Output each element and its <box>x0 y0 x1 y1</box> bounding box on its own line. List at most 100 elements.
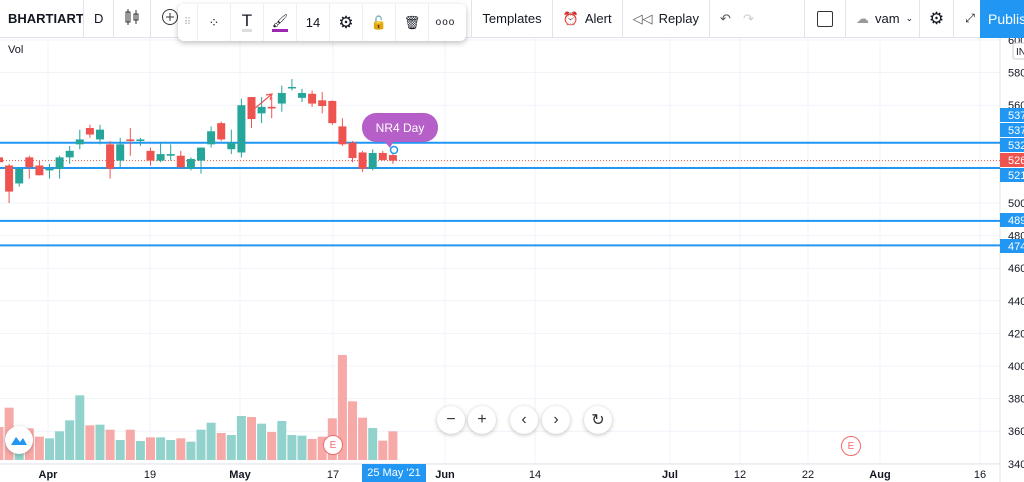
time-tick-label: 14 <box>529 469 541 481</box>
price-line-label-bg <box>1000 239 1024 253</box>
publish-button[interactable]: Publish <box>980 0 1024 38</box>
scroll-right-button[interactable]: › <box>542 406 570 434</box>
candle-body <box>55 157 64 169</box>
drag-handle-icon[interactable]: ⠿ <box>178 4 198 41</box>
scroll-left-button[interactable]: ‹ <box>510 406 538 434</box>
candle-body <box>217 123 226 140</box>
text-t-icon: T <box>241 11 253 32</box>
volume-bar <box>105 429 115 460</box>
candle-body <box>287 86 296 89</box>
lock-button[interactable]: 🔓 <box>363 4 396 41</box>
rewind-icon: ◁◁ <box>632 10 653 26</box>
volume-bar <box>156 437 166 460</box>
annotation-anchor-handle <box>389 145 399 155</box>
indicators-button[interactable] <box>151 0 189 38</box>
candle-body <box>25 157 34 168</box>
reset-chart-button[interactable]: ↻ <box>584 406 612 434</box>
templates-button[interactable]: Templates <box>471 0 553 38</box>
more-button[interactable]: ooo <box>429 4 462 41</box>
candle-body <box>65 150 74 158</box>
zoom-in-button[interactable]: + <box>468 406 496 434</box>
symbol-search[interactable]: BHARTIARTL <box>0 0 84 38</box>
volume-bar <box>348 401 357 460</box>
template-shapes-button[interactable]: ⁘ <box>198 4 231 41</box>
price-line-label: 532 <box>1008 140 1024 152</box>
candle-body <box>136 139 145 142</box>
volume-bar <box>0 427 4 460</box>
layout-dropdown[interactable]: ☁ vam ⌄ <box>845 0 921 38</box>
redo-icon[interactable]: ↷ <box>742 10 754 26</box>
candle-body <box>318 100 327 107</box>
undo-icon[interactable]: ↶ <box>720 10 731 26</box>
chart-type-button[interactable] <box>114 0 152 38</box>
price-tick-label: 500 <box>1008 198 1024 210</box>
layout-square-button[interactable] <box>805 0 845 38</box>
templates-label: Templates <box>482 11 542 26</box>
candle-body <box>197 147 205 161</box>
volume-bar <box>186 441 196 460</box>
volume-bar <box>85 425 95 460</box>
candle-body <box>388 155 397 161</box>
earnings-badge[interactable]: E <box>841 436 861 456</box>
gear-icon: ⚙ <box>928 8 945 28</box>
trend-arrow <box>253 93 273 110</box>
candle-body <box>348 142 357 159</box>
undo-redo: ↶ ↷ <box>710 0 806 38</box>
chart-canvas[interactable]: 600580560500480460440420400380360340INRA… <box>0 38 1024 482</box>
candles-icon <box>124 8 140 29</box>
candle-body <box>45 168 54 171</box>
price-line-label-bg <box>1000 108 1024 122</box>
drawing-settings-button[interactable]: ⚙ <box>330 4 363 41</box>
currency-label: INR <box>1016 47 1024 58</box>
price-line-label: 537 <box>1008 110 1024 122</box>
price-tick-label: 460 <box>1008 263 1024 275</box>
earnings-badge[interactable]: E <box>323 435 343 455</box>
paint-bucket-icon: 🖌 <box>271 13 289 32</box>
font-size-button[interactable]: 14 <box>297 4 330 41</box>
candle-body <box>237 105 246 153</box>
volume-bar <box>226 435 236 460</box>
logo-icon[interactable] <box>5 426 33 454</box>
candle-body <box>186 158 195 169</box>
candle-body <box>338 126 347 145</box>
unlock-icon: 🔓 <box>370 14 388 30</box>
candle-body <box>116 144 125 161</box>
fullscreen-icon: ⤢ <box>965 11 975 25</box>
candle-body <box>75 139 84 145</box>
annotation-pointer <box>385 142 393 148</box>
alert-button[interactable]: ⏰ Alert <box>553 0 623 38</box>
alarm-clock-icon: ⏰ <box>562 10 579 26</box>
price-line-label-bg <box>1000 153 1024 167</box>
volume-bar <box>277 421 287 460</box>
price-tick-label: 580 <box>1008 68 1024 80</box>
candle-body <box>0 157 3 163</box>
text-color-button[interactable]: T <box>231 4 264 41</box>
volume-bar <box>337 355 347 460</box>
settings-button[interactable]: ⚙ <box>920 0 955 38</box>
delete-button[interactable]: 🗑 <box>396 4 429 41</box>
volume-legend: Vol <box>8 44 24 56</box>
volume-bar <box>176 438 186 460</box>
time-tick-label: 16 <box>974 469 986 481</box>
candle-body <box>358 152 367 169</box>
price-tick-label: 420 <box>1008 328 1024 340</box>
square-icon <box>817 10 834 27</box>
candle-body <box>328 100 337 124</box>
zoom-out-button[interactable]: − <box>437 406 465 434</box>
volume-bar <box>368 428 378 460</box>
cloud-icon: ☁ <box>856 10 870 26</box>
more-icon: ooo <box>435 17 456 28</box>
volume-bar <box>95 424 105 460</box>
interval-button[interactable]: D <box>84 0 115 38</box>
price-tick-label: 440 <box>1008 296 1024 308</box>
volume-bar <box>146 437 155 460</box>
volume-bar <box>45 438 54 460</box>
fill-color-button[interactable]: 🖌 <box>264 4 297 41</box>
time-tick-label: 12 <box>734 469 746 481</box>
time-tick-label: Aug <box>869 469 890 481</box>
replay-button[interactable]: ◁◁ Replay <box>623 0 711 38</box>
nr4-annotation[interactable]: NR4 Day <box>362 113 438 142</box>
interval-label: D <box>94 11 104 26</box>
candle-body <box>176 155 185 168</box>
volume-bar <box>65 420 75 460</box>
